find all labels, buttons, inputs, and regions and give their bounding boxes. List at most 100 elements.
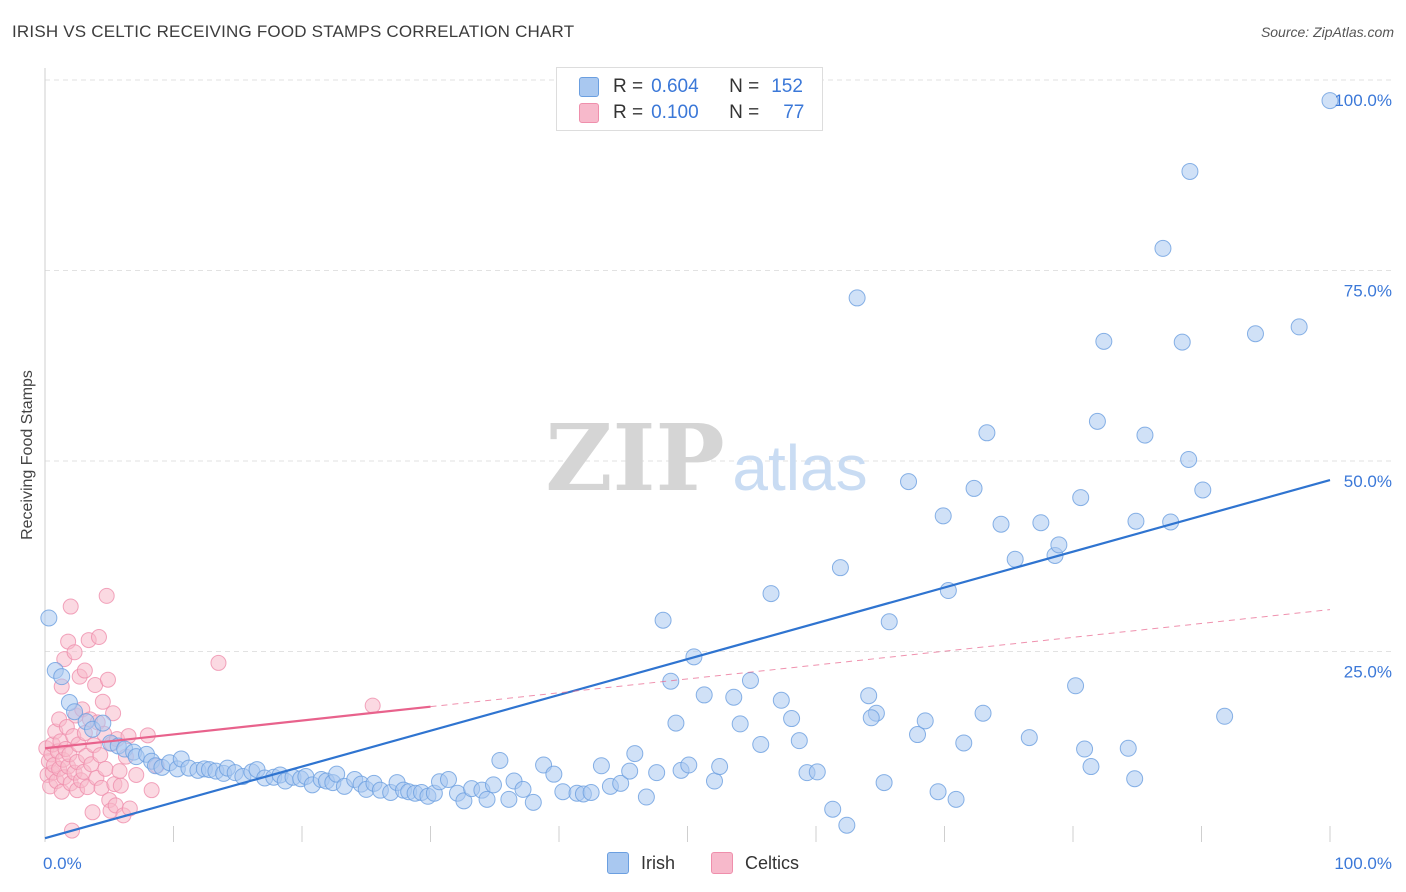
legend-item-irish[interactable]: Irish <box>606 852 675 874</box>
irish-point <box>909 726 927 744</box>
irish-point <box>705 772 723 790</box>
stats-row-irish: R = 0.604 N = 152 <box>579 75 803 99</box>
irish-point <box>824 800 842 818</box>
celtics-trend-line <box>44 705 431 750</box>
irish-point <box>741 671 759 689</box>
irish-point <box>1246 325 1264 343</box>
stats-legend: R = 0.604 N = 152 R = 0.100 N = 77 <box>556 67 823 131</box>
irish-point <box>880 613 898 631</box>
irish-point <box>974 704 992 722</box>
trend-lines-layer <box>44 478 1331 840</box>
stats-row-celtics: R = 0.100 N = 77 <box>579 101 804 125</box>
irish-point <box>1119 739 1137 757</box>
irish-point <box>965 479 983 497</box>
irish-point <box>94 714 112 732</box>
irish-point <box>731 715 749 733</box>
irish-point <box>725 688 743 706</box>
celtics-point <box>364 697 381 714</box>
celtics-point <box>90 629 107 646</box>
irish-point <box>514 780 532 798</box>
irish-point <box>53 668 71 686</box>
celtics-point <box>121 800 138 817</box>
r-label: R = <box>613 76 644 97</box>
irish-point <box>648 764 666 782</box>
irish-point <box>934 507 952 525</box>
celtics-point <box>62 598 79 615</box>
celtics-point <box>111 763 128 780</box>
celtics-point <box>112 777 129 794</box>
r-label: R = <box>613 102 644 123</box>
irish-point <box>1088 412 1106 430</box>
irish-point <box>66 703 84 721</box>
irish-point <box>978 424 996 442</box>
irish-point <box>667 714 685 732</box>
irish-point <box>848 289 866 307</box>
celtics-swatch <box>711 852 733 874</box>
n-value: 152 <box>771 76 803 97</box>
celtics-point <box>128 766 145 783</box>
irish-point <box>545 765 563 783</box>
irish-point <box>875 774 893 792</box>
grid-layer <box>44 68 1392 842</box>
n-label: N = <box>729 102 760 123</box>
irish-point <box>772 691 790 709</box>
celtics-point <box>94 693 111 710</box>
celtics-point <box>92 747 109 764</box>
irish-point <box>40 609 58 627</box>
celtics-point <box>210 654 227 671</box>
irish-point <box>654 611 672 629</box>
irish-point <box>808 763 826 781</box>
irish-swatch <box>606 852 629 874</box>
irish-point <box>1173 333 1191 351</box>
irish-points-layer <box>40 92 1339 834</box>
series-legend: Irish Celtics <box>0 852 1406 874</box>
legend-label-irish: Irish <box>640 852 675 873</box>
irish-point <box>900 473 918 491</box>
irish-point <box>860 687 878 705</box>
irish-point <box>1216 707 1234 725</box>
celtics-point <box>143 782 160 799</box>
irish-point <box>626 745 644 763</box>
irish-point <box>1032 514 1050 532</box>
celtics-point <box>105 705 122 722</box>
irish-point <box>554 783 572 801</box>
x-tick-label-max: 100.0% <box>1334 854 1392 873</box>
irish-point <box>752 735 770 753</box>
y-tick-label: 75.0% <box>1344 282 1392 301</box>
celtics-swatch <box>579 103 599 123</box>
irish-point <box>711 758 729 776</box>
celtics-trend-extension <box>430 609 1331 708</box>
irish-trend-line <box>44 478 1331 840</box>
irish-point <box>838 816 856 834</box>
irish-point <box>491 751 509 769</box>
chart-title: IRISH VS CELTIC RECEIVING FOOD STAMPS CO… <box>12 22 575 41</box>
irish-point <box>916 712 934 730</box>
y-tick-label: 100.0% <box>1334 91 1392 110</box>
irish-point <box>1321 92 1339 110</box>
r-value: 0.604 <box>651 76 699 97</box>
celtics-point <box>66 644 83 661</box>
y-tick-label: 25.0% <box>1344 663 1392 682</box>
irish-point <box>500 790 518 808</box>
irish-point <box>621 762 639 780</box>
irish-point <box>992 515 1010 533</box>
irish-swatch <box>579 77 599 97</box>
irish-point <box>612 774 630 792</box>
irish-point <box>637 788 655 806</box>
legend-item-celtics[interactable]: Celtics <box>711 852 799 874</box>
irish-point <box>524 793 542 811</box>
irish-point <box>695 686 713 704</box>
irish-point <box>1290 318 1308 336</box>
celtics-point <box>139 727 156 744</box>
irish-point <box>762 585 780 603</box>
irish-point <box>955 734 973 752</box>
watermark-atlas: atlas <box>732 432 867 504</box>
celtics-point <box>76 662 93 679</box>
irish-point <box>1126 770 1144 788</box>
irish-point <box>790 732 808 750</box>
irish-point <box>1181 162 1199 180</box>
x-tick-label-min: 0.0% <box>43 854 82 873</box>
irish-point <box>1194 481 1212 499</box>
irish-point <box>1154 239 1172 257</box>
